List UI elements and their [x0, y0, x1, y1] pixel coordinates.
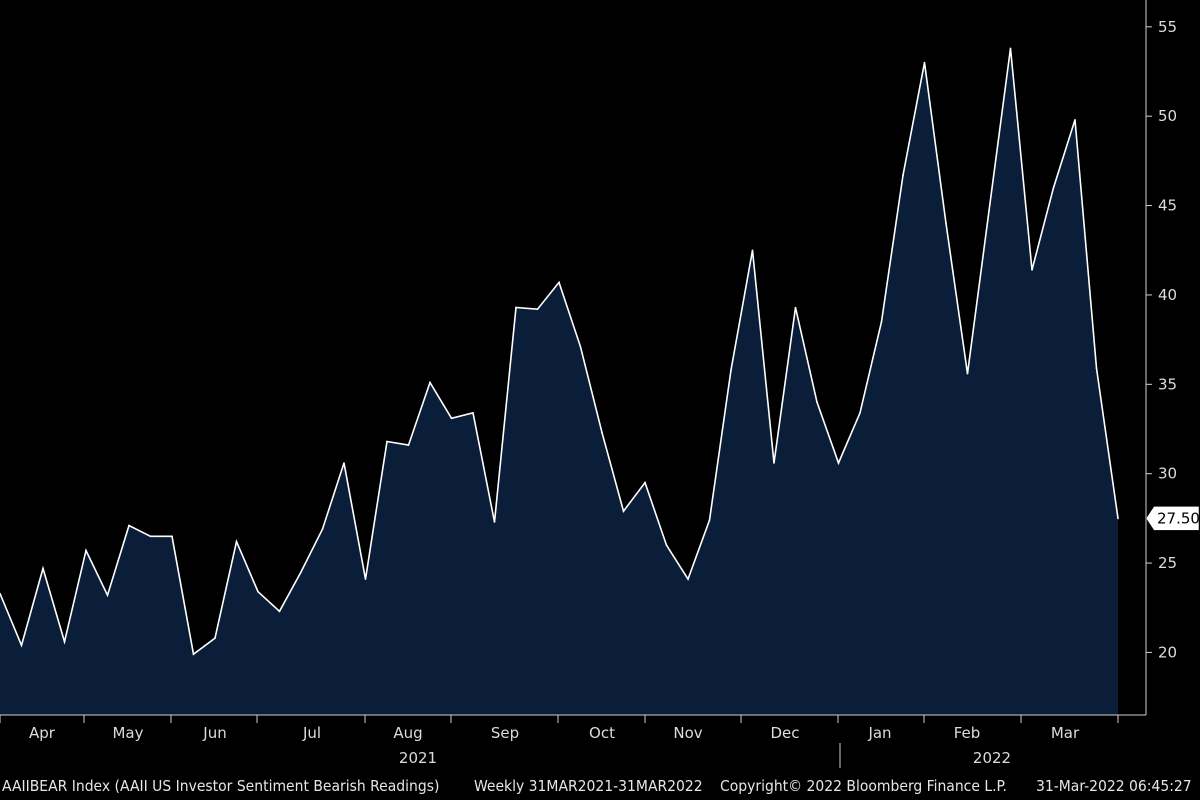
footer-ticker-description: AAIIBEAR Index (AAII US Investor Sentime… — [2, 777, 440, 795]
data-point — [85, 549, 87, 552]
x-month-label: Mar — [1051, 724, 1080, 742]
data-point — [880, 320, 883, 323]
x-year-label: 2022 — [973, 749, 1011, 767]
data-point — [1117, 517, 1119, 520]
data-point — [257, 590, 259, 593]
data-point — [859, 412, 861, 414]
data-point — [923, 61, 926, 64]
sentiment-chart: 20 25 30 35 40 45 50 55 27.50 Apr May Jun Jul Aug Sep… — [0, 0, 1200, 768]
data-point — [730, 369, 732, 371]
y-tick-label: 50 — [1158, 107, 1177, 125]
data-point — [1009, 47, 1012, 50]
data-point — [966, 372, 969, 375]
data-point — [63, 640, 66, 643]
x-month-label: Jun — [202, 724, 226, 742]
data-point — [1052, 186, 1055, 189]
data-point — [579, 346, 582, 348]
x-month-label: Feb — [954, 724, 981, 742]
y-tick-label: 25 — [1158, 554, 1177, 572]
data-point — [149, 535, 152, 538]
data-point — [321, 528, 324, 530]
data-point — [601, 431, 603, 434]
data-point — [429, 381, 431, 384]
data-point — [278, 610, 281, 613]
data-point — [1095, 367, 1098, 370]
data-point — [407, 444, 410, 446]
x-month-label: Aug — [393, 724, 422, 742]
y-tick-label: 20 — [1158, 643, 1177, 661]
y-tick-label: 55 — [1158, 18, 1177, 36]
data-point — [988, 210, 990, 212]
x-month-label: Oct — [589, 724, 615, 742]
data-point — [837, 462, 840, 464]
x-month-label: Sep — [491, 724, 519, 742]
data-point — [386, 440, 388, 443]
x-month-label: May — [112, 724, 143, 742]
x-month-label: Jul — [302, 724, 321, 742]
chart-footer: AAIIBEAR Index (AAII US Investor Sentime… — [0, 772, 1200, 800]
data-point — [300, 571, 302, 573]
y-tick-label: 45 — [1158, 197, 1177, 215]
data-point — [235, 540, 238, 543]
data-point — [472, 412, 474, 414]
data-point — [794, 306, 797, 309]
data-point — [816, 401, 818, 404]
data-point — [364, 578, 367, 580]
data-point — [343, 462, 345, 464]
data-point — [493, 521, 496, 523]
data-point — [128, 524, 130, 527]
data-point — [622, 510, 625, 512]
data-point — [192, 653, 195, 655]
data-point — [773, 462, 775, 464]
data-point — [1031, 269, 1033, 271]
x-axis: Apr May Jun Jul Aug Sep Oct Nov Dec Jan Feb Mar 2021… — [0, 714, 1146, 768]
y-tick-label: 30 — [1158, 465, 1177, 483]
data-point — [751, 249, 754, 252]
data-point — [665, 544, 668, 546]
data-point — [1074, 119, 1076, 121]
data-point — [20, 644, 23, 647]
footer-timestamp: 31-Mar-2022 06:45:27 — [1036, 777, 1192, 795]
data-point — [687, 578, 689, 580]
plot-area — [0, 47, 1119, 716]
data-point — [42, 567, 44, 570]
data-point — [536, 308, 539, 311]
last-value-label: 27.50 — [1157, 509, 1200, 527]
footer-copyright: Copyright© 2022 Bloomberg Finance L.P. — [720, 777, 1007, 795]
data-point — [558, 281, 560, 284]
data-point — [214, 637, 216, 639]
x-month-label: Dec — [770, 724, 799, 742]
data-point — [0, 592, 1, 595]
data-point — [945, 222, 947, 225]
x-year-label: 2021 — [399, 749, 437, 767]
data-point — [171, 535, 173, 538]
series-area — [0, 48, 1118, 716]
data-point — [515, 306, 517, 309]
x-month-label: Nov — [673, 724, 702, 742]
data-point — [902, 174, 904, 176]
last-value-tag — [1145, 506, 1200, 531]
y-tick-label: 40 — [1158, 286, 1177, 304]
data-point — [450, 417, 453, 420]
data-point — [106, 594, 109, 596]
data-point — [644, 481, 646, 484]
x-month-label: Apr — [29, 724, 56, 742]
data-point — [708, 519, 711, 521]
footer-range: Weekly 31MAR2021-31MAR2022 — [474, 777, 703, 795]
y-tick-label: 35 — [1158, 375, 1177, 393]
y-axis: 20 25 30 35 40 45 50 55 27.50 — [1145, 0, 1200, 715]
x-month-label: Jan — [867, 724, 891, 742]
